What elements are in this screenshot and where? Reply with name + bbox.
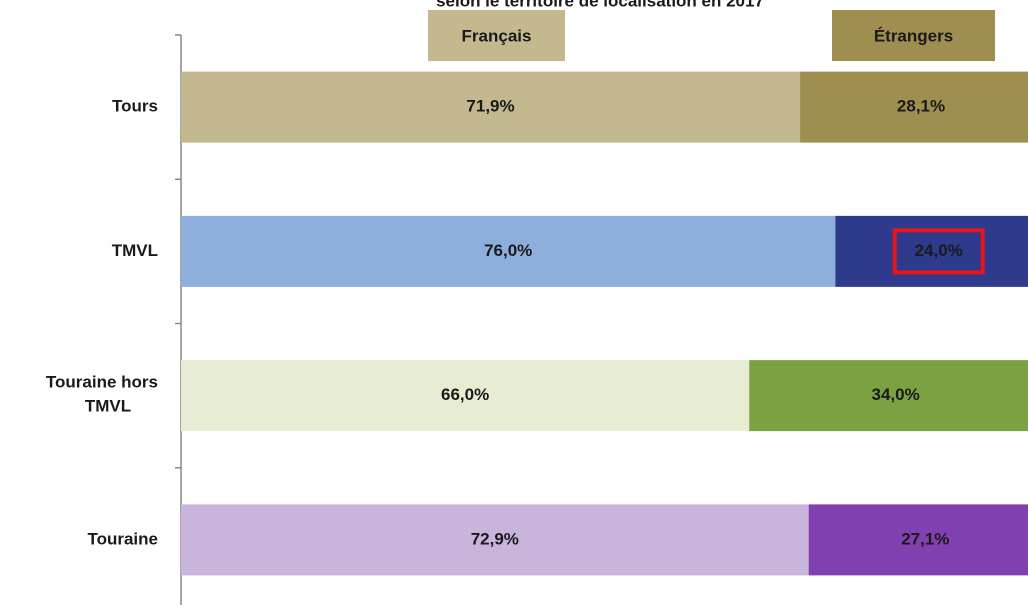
value-label: 76,0% [484,241,532,260]
bar-segment [749,360,1028,432]
bar-segment [835,215,1028,287]
value-label: 66,0% [441,385,489,404]
y-tick-label: Touraine hors TMVL [46,373,158,416]
bar-segment [808,504,1028,576]
bar-segment [181,504,809,576]
chart-title: selon le territoire de localisation en 2… [436,0,764,10]
y-tick-label-line: TMVL [85,397,131,416]
value-label: 34,0% [872,385,920,404]
y-tick-label-line: Touraine hors [46,373,158,392]
legend-label: Français [462,26,532,45]
legend-swatch [428,10,565,61]
bar-segment [181,215,836,287]
value-label: 72,9% [471,529,519,548]
y-tick-label: TMVL [112,241,158,260]
highlight-box [892,228,985,275]
bar-segment [181,71,801,143]
value-label: 71,9% [466,97,514,116]
value-label: 24,0% [915,241,963,260]
legend-label: Étrangers [874,26,953,45]
value-label: 27,1% [901,529,949,548]
bar-segment [181,360,750,432]
bar-segment [800,71,1028,143]
legend-swatch [832,10,995,61]
y-tick-label: Tours [112,97,158,116]
y-tick-label: Touraine [87,529,158,548]
value-label: 28,1% [897,97,945,116]
